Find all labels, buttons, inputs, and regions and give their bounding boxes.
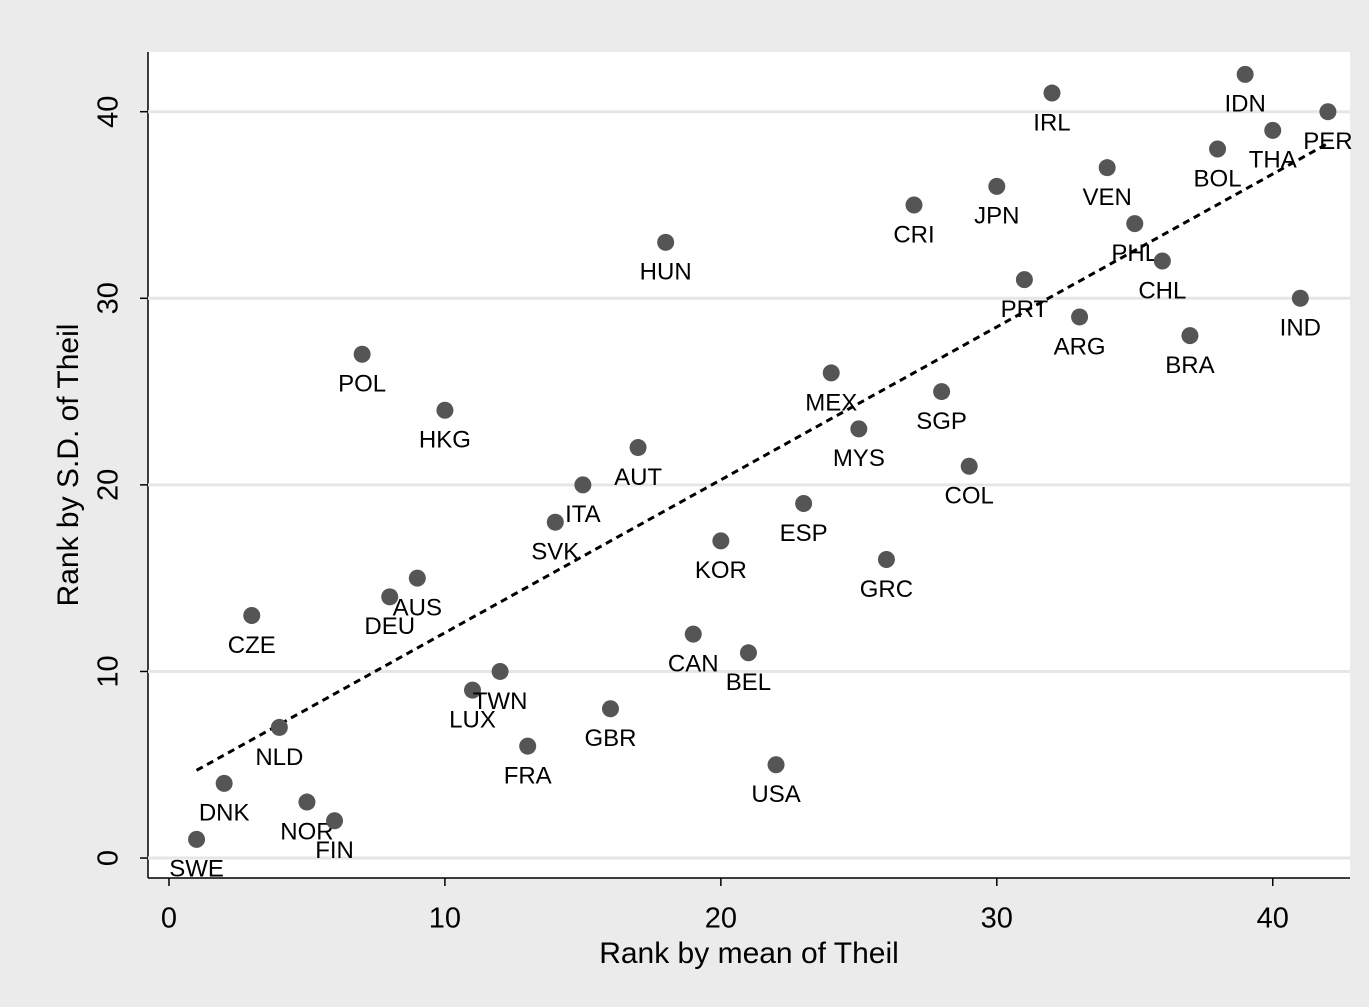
point-label: CHL [1138, 277, 1186, 304]
point-label: ARG [1054, 333, 1106, 360]
point-label: KOR [695, 557, 747, 584]
point [712, 532, 730, 550]
point [381, 588, 399, 606]
point [850, 420, 868, 438]
point [353, 345, 371, 363]
point [1264, 121, 1282, 139]
point [215, 774, 233, 792]
point-label: DEU [364, 613, 415, 640]
point [822, 364, 840, 382]
point [795, 495, 813, 513]
point-label: CAN [668, 650, 719, 677]
point [1181, 327, 1199, 345]
point-label: MEX [805, 389, 857, 416]
point [519, 737, 537, 755]
y-tick-label: 0 [93, 850, 125, 866]
point [326, 812, 344, 830]
point-label: BOL [1194, 165, 1242, 192]
point [491, 662, 509, 680]
x-tick-label: 20 [705, 903, 737, 935]
point-label: NOR [280, 818, 333, 845]
point-label: FIN [315, 837, 354, 864]
point-label: GBR [584, 725, 636, 752]
point-label: CRI [893, 221, 934, 248]
point-label: ITA [565, 501, 601, 528]
point [1126, 215, 1144, 233]
point-label: VEN [1082, 184, 1131, 211]
point-label: IDN [1224, 91, 1265, 118]
y-tick-label: 20 [93, 469, 125, 501]
point-label: TWN [473, 688, 528, 715]
y-tick-label: 30 [93, 282, 125, 314]
point [1236, 65, 1254, 83]
point [601, 700, 619, 718]
point [270, 718, 288, 736]
point [905, 196, 923, 214]
point-label: SVK [531, 539, 579, 566]
x-tick-label: 10 [429, 903, 461, 935]
point [188, 830, 206, 848]
point [684, 625, 702, 643]
point-label: PRT [1001, 296, 1049, 323]
point-label: NLD [255, 744, 303, 771]
point-label: PHL [1111, 240, 1158, 267]
point-label: USA [751, 781, 800, 808]
y-axis-label: Rank by S.D. of Theil [52, 324, 85, 607]
point [408, 569, 426, 587]
point-label: GRC [860, 576, 913, 603]
point [464, 681, 482, 699]
point [243, 606, 261, 624]
point [629, 439, 647, 457]
point [1209, 140, 1227, 158]
point-label: SWE [169, 856, 224, 883]
point [1071, 308, 1089, 326]
point [988, 177, 1006, 195]
point [933, 383, 951, 401]
point [298, 793, 316, 811]
point-label: AUS [393, 595, 442, 622]
x-axis-label: Rank by mean of Theil [599, 937, 899, 970]
x-tick-label: 0 [161, 903, 177, 935]
point [1098, 159, 1116, 177]
point [1319, 103, 1337, 121]
point [1291, 289, 1309, 307]
point-label: BEL [726, 669, 771, 696]
x-tick-label: 30 [981, 903, 1013, 935]
plot-area [148, 52, 1350, 878]
point-label: JPN [974, 203, 1019, 230]
point-label: IRL [1033, 109, 1070, 136]
point [657, 233, 675, 251]
point-label: FRA [504, 762, 552, 789]
point [1043, 84, 1061, 102]
y-tick-label: 40 [93, 96, 125, 128]
point [739, 644, 757, 662]
point-label: POL [338, 371, 386, 398]
point [574, 476, 592, 494]
point-label: IND [1280, 315, 1321, 342]
x-tick-label: 40 [1257, 903, 1289, 935]
point-label: DNK [199, 800, 250, 827]
point [436, 401, 454, 419]
point-label: LUX [449, 706, 496, 733]
point-label: COL [945, 483, 994, 510]
point [546, 513, 564, 531]
point-label: HKG [419, 427, 471, 454]
point-label: PER [1303, 128, 1352, 155]
point [767, 756, 785, 774]
point [877, 551, 895, 569]
point [1015, 271, 1033, 289]
point-label: AUT [614, 464, 662, 491]
point-label: THA [1249, 147, 1297, 174]
y-tick-label: 10 [93, 655, 125, 687]
point-label: BRA [1165, 352, 1214, 379]
point-label: HUN [640, 259, 692, 286]
point-label: SGP [916, 408, 967, 435]
point-label: MYS [833, 445, 885, 472]
point-label: CZE [228, 632, 276, 659]
point [960, 457, 978, 475]
point [1153, 252, 1171, 270]
point-label: ESP [780, 520, 828, 547]
